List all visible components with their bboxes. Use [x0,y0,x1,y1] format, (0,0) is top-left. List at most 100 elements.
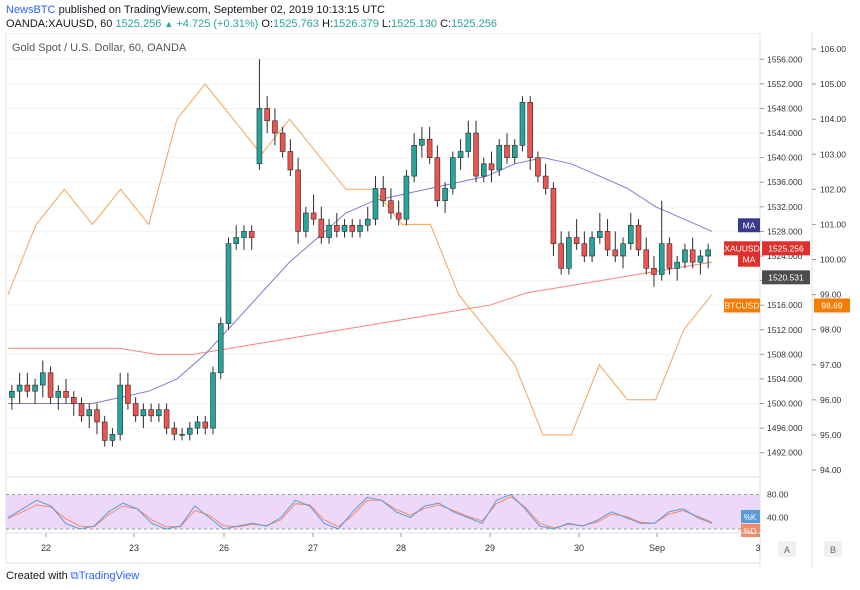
candle-up [372,188,379,220]
price-tick-label: 1528.000 [767,226,803,236]
stoch-band [6,494,760,529]
price-tick-label: 1552.000 [767,79,803,89]
tradingview-link[interactable]: TradingView [78,570,140,582]
candle-down [70,397,77,404]
btcusd-tag: BTCUSD [725,300,760,310]
candle-down [388,200,394,214]
time-tick-label: 27 [308,543,318,553]
btcusd-line [7,83,713,436]
btcusd-value-tag-box [814,298,850,313]
candle-down [666,243,673,269]
candle-up [519,102,526,146]
candle-up [187,427,193,435]
candle-up [705,249,711,257]
price-tick-label: 1532.000 [767,202,803,212]
price-tag: 1520.531 [768,272,804,282]
ohlc-line: OANDA:XAUUSD, 60 1525.256 ▲ +4.725 (+0.3… [6,18,497,30]
btc-axis[interactable]: 106.00 105.00 104.00 103.00 102.00 101.00 100.… [812,44,846,475]
stochastic-pane[interactable]: 80.00 40.00 %K %D [6,490,789,538]
candle-down [651,267,657,275]
candle-down [581,243,588,257]
stoch-k-tag-box [741,510,760,523]
ma-fast-tag: MA [743,220,756,230]
candle-up [481,163,487,177]
price-tick-label: 1524.000 [767,251,803,261]
pane-button-a[interactable]: A [778,541,796,557]
candle-down [78,403,85,417]
candle-down [171,427,178,435]
candle-down [287,151,294,171]
candle-up [597,231,603,238]
candle-up [620,243,626,257]
candle-up [32,384,38,392]
candle-down [295,169,301,232]
publish-line: NewsBTC published on TradingView.com, Se… [6,4,385,16]
candle-up [511,145,518,158]
time-tick-label: 23 [129,543,139,553]
candle-down [434,157,441,201]
candle-up [364,218,371,226]
btc-tick-label: 105.00 [820,79,846,89]
btc-tick-label: 102.00 [820,184,846,194]
candle-down [380,188,386,201]
candle-up [566,237,572,269]
candle-down [279,132,286,152]
created-with-text: Created with [6,570,68,582]
price-axis[interactable]: 1556.000 1552.000 1548.000 1544.000 1540.000… [760,54,803,458]
price-tick-label: 1516.000 [767,300,803,310]
chart-title: Gold Spot / U.S. Dollar, 60, OANDA [12,42,187,54]
candle-down [125,384,131,404]
candle-up [450,157,456,189]
candle-down [542,175,549,189]
time-tick-label: 26 [219,543,229,553]
btc-tick-label: 94.00 [820,465,842,475]
close-value: 1525.256 [451,18,497,30]
pane-button-b[interactable]: B [824,541,842,557]
candle-down [310,212,317,220]
candle-down [101,421,108,441]
candle-down [473,132,479,177]
candle-up [627,224,634,245]
price-chart[interactable]: Gold Spot / U.S. Dollar, 60, OANDA 1556.… [0,33,860,567]
time-tick-label: 3 [755,543,760,553]
time-axis[interactable]: 22 23 26 27 28 29 30 Sep 3 [41,533,761,553]
btc-tick-label: 106.00 [820,44,846,54]
candle-down [264,108,270,122]
ma-fast-tag-box [738,218,760,233]
candle-down [163,409,170,429]
candle-down [527,102,533,158]
ma-slow-line [8,261,713,355]
candle-down [148,409,154,417]
stoch-d-tag: %D [744,527,757,536]
candle-up [156,409,162,417]
time-tick-label: Sep [649,543,665,553]
candle-up [241,231,247,238]
candle-up [179,433,185,436]
stoch-tick-label: 80.00 [767,490,789,500]
price-tick-label: 1508.000 [767,349,803,359]
candle-down [550,188,557,245]
symbol-label[interactable]: OANDA:XAUUSD, 60 [6,18,113,30]
candle-down [612,249,619,257]
close-label: C: [440,18,452,30]
stoch-d-line [7,496,713,529]
publish-text: published on TradingView.com, September … [55,4,385,16]
stoch-k-line [7,493,713,530]
candle-down [689,249,696,263]
candle-down [573,237,580,245]
author-link[interactable]: NewsBTC [6,4,56,16]
candle-up [496,145,503,171]
candle-up [86,409,93,417]
btcusd-value-tag: 98.69 [821,300,843,310]
time-tick-label: 30 [574,543,584,553]
tradingview-logo-icon[interactable]: ⧉ [70,570,79,582]
high-value: 1526.379 [332,18,379,30]
candle-up [55,390,62,398]
candle-up [411,145,417,177]
btcusd-tag-box [724,298,760,313]
candle-up [16,384,23,392]
time-tick-label: 28 [396,543,406,553]
last-price: 1525.256 [115,18,162,30]
xauusd-value-tag-box [762,241,810,256]
btc-tick-label: 100.00 [820,255,846,265]
